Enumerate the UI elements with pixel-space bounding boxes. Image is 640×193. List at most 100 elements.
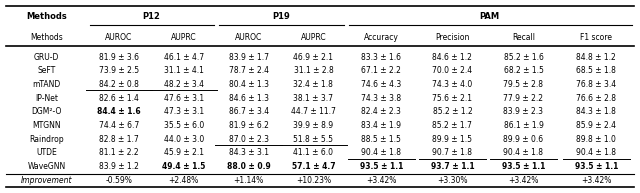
Text: 89.9 ± 0.6: 89.9 ± 0.6	[504, 135, 543, 144]
Text: 83.9 ± 2.3: 83.9 ± 2.3	[504, 107, 543, 116]
Text: 81.9 ± 6.2: 81.9 ± 6.2	[228, 121, 269, 130]
Text: PAM: PAM	[479, 12, 499, 21]
Text: 84.3 ± 1.8: 84.3 ± 1.8	[577, 107, 616, 116]
Text: 77.9 ± 2.2: 77.9 ± 2.2	[504, 94, 543, 103]
Text: Precision: Precision	[435, 33, 470, 42]
Text: 68.5 ± 1.8: 68.5 ± 1.8	[577, 66, 616, 75]
Text: 79.5 ± 2.8: 79.5 ± 2.8	[504, 80, 543, 89]
Text: 44.7 ± 11.7: 44.7 ± 11.7	[291, 107, 336, 116]
Text: 82.6 ± 1.4: 82.6 ± 1.4	[99, 94, 139, 103]
Text: SeFT: SeFT	[37, 66, 56, 75]
Text: GRU-D: GRU-D	[34, 52, 59, 62]
Text: 68.2 ± 1.5: 68.2 ± 1.5	[504, 66, 543, 75]
Text: 38.1 ± 3.7: 38.1 ± 3.7	[293, 94, 333, 103]
Text: 83.9 ± 1.2: 83.9 ± 1.2	[99, 162, 139, 171]
Text: 85.2 ± 1.2: 85.2 ± 1.2	[433, 107, 472, 116]
Text: 87.0 ± 2.3: 87.0 ± 2.3	[228, 135, 269, 144]
Text: 88.5 ± 1.5: 88.5 ± 1.5	[362, 135, 401, 144]
Text: 41.1 ± 6.0: 41.1 ± 6.0	[293, 148, 333, 157]
Text: 35.5 ± 6.0: 35.5 ± 6.0	[164, 121, 204, 130]
Text: 84.2 ± 0.8: 84.2 ± 0.8	[99, 80, 139, 89]
Text: UTDE: UTDE	[36, 148, 57, 157]
Text: Methods: Methods	[30, 33, 63, 42]
Text: 74.4 ± 6.7: 74.4 ± 6.7	[99, 121, 139, 130]
Text: 49.4 ± 1.5: 49.4 ± 1.5	[162, 162, 205, 171]
Text: 84.3 ± 3.1: 84.3 ± 3.1	[228, 148, 269, 157]
Text: IP-Net: IP-Net	[35, 94, 58, 103]
Text: AUROC: AUROC	[235, 33, 262, 42]
Text: 76.8 ± 3.4: 76.8 ± 3.4	[576, 80, 616, 89]
Text: +3.42%: +3.42%	[366, 176, 397, 185]
Text: +3.30%: +3.30%	[437, 176, 468, 185]
Text: 83.4 ± 1.9: 83.4 ± 1.9	[362, 121, 401, 130]
Text: 44.0 ± 3.0: 44.0 ± 3.0	[164, 135, 204, 144]
Text: AUPRC: AUPRC	[171, 33, 196, 42]
Text: +1.14%: +1.14%	[234, 176, 264, 185]
Text: Raindrop: Raindrop	[29, 135, 64, 144]
Text: 48.2 ± 3.4: 48.2 ± 3.4	[164, 80, 204, 89]
Text: -0.59%: -0.59%	[106, 176, 132, 185]
Text: 90.4 ± 1.8: 90.4 ± 1.8	[576, 148, 616, 157]
Text: 31.1 ± 4.1: 31.1 ± 4.1	[164, 66, 204, 75]
Text: Accuracy: Accuracy	[364, 33, 399, 42]
Text: MTGNN: MTGNN	[32, 121, 61, 130]
Text: DGM²-O: DGM²-O	[31, 107, 61, 116]
Text: 93.7 ± 1.1: 93.7 ± 1.1	[431, 162, 474, 171]
Text: 93.5 ± 1.1: 93.5 ± 1.1	[360, 162, 403, 171]
Text: 84.6 ± 1.2: 84.6 ± 1.2	[433, 52, 472, 62]
Text: 74.3 ± 4.0: 74.3 ± 4.0	[432, 80, 472, 89]
Text: 83.3 ± 1.6: 83.3 ± 1.6	[362, 52, 401, 62]
Text: 82.8 ± 1.7: 82.8 ± 1.7	[99, 135, 139, 144]
Text: 76.6 ± 2.8: 76.6 ± 2.8	[576, 94, 616, 103]
Text: 46.1 ± 4.7: 46.1 ± 4.7	[164, 52, 204, 62]
Text: 78.7 ± 2.4: 78.7 ± 2.4	[228, 66, 269, 75]
Text: 57.1 ± 4.7: 57.1 ± 4.7	[292, 162, 335, 171]
Text: 93.5 ± 1.1: 93.5 ± 1.1	[502, 162, 545, 171]
Text: 45.9 ± 2.1: 45.9 ± 2.1	[164, 148, 204, 157]
Text: P19: P19	[272, 12, 290, 21]
Text: Methods: Methods	[26, 12, 67, 21]
Text: 39.9 ± 8.9: 39.9 ± 8.9	[293, 121, 333, 130]
Text: 81.1 ± 2.2: 81.1 ± 2.2	[99, 148, 139, 157]
Text: 89.8 ± 1.0: 89.8 ± 1.0	[577, 135, 616, 144]
Text: 86.1 ± 1.9: 86.1 ± 1.9	[504, 121, 543, 130]
Text: F1 score: F1 score	[580, 33, 612, 42]
Text: AUPRC: AUPRC	[301, 33, 326, 42]
Text: Improvement: Improvement	[20, 176, 72, 185]
Text: 86.7 ± 3.4: 86.7 ± 3.4	[228, 107, 269, 116]
Text: 90.7 ± 1.8: 90.7 ± 1.8	[433, 148, 472, 157]
Text: 67.1 ± 2.2: 67.1 ± 2.2	[362, 66, 401, 75]
Text: WaveGNN: WaveGNN	[28, 162, 65, 171]
Text: 46.9 ± 2.1: 46.9 ± 2.1	[293, 52, 333, 62]
Text: 80.4 ± 1.3: 80.4 ± 1.3	[228, 80, 269, 89]
Text: 81.9 ± 3.6: 81.9 ± 3.6	[99, 52, 139, 62]
Text: 51.8 ± 5.5: 51.8 ± 5.5	[293, 135, 333, 144]
Text: 75.6 ± 2.1: 75.6 ± 2.1	[433, 94, 472, 103]
Text: +10.23%: +10.23%	[296, 176, 331, 185]
Text: 90.4 ± 1.8: 90.4 ± 1.8	[362, 148, 401, 157]
Text: 70.0 ± 2.4: 70.0 ± 2.4	[433, 66, 472, 75]
Text: 74.6 ± 4.3: 74.6 ± 4.3	[361, 80, 401, 89]
Text: +2.48%: +2.48%	[168, 176, 199, 185]
Text: AUROC: AUROC	[106, 33, 132, 42]
Text: 73.9 ± 2.5: 73.9 ± 2.5	[99, 66, 139, 75]
Text: Recall: Recall	[512, 33, 535, 42]
Text: +3.42%: +3.42%	[508, 176, 539, 185]
Text: 82.4 ± 2.3: 82.4 ± 2.3	[362, 107, 401, 116]
Text: 93.5 ± 1.1: 93.5 ± 1.1	[575, 162, 618, 171]
Text: 84.6 ± 1.3: 84.6 ± 1.3	[228, 94, 269, 103]
Text: 85.9 ± 2.4: 85.9 ± 2.4	[576, 121, 616, 130]
Text: P12: P12	[143, 12, 160, 21]
Text: 47.3 ± 3.1: 47.3 ± 3.1	[164, 107, 204, 116]
Text: +3.42%: +3.42%	[581, 176, 611, 185]
Text: 83.9 ± 1.7: 83.9 ± 1.7	[228, 52, 269, 62]
Text: 32.4 ± 1.8: 32.4 ± 1.8	[294, 80, 333, 89]
Text: 84.4 ± 1.6: 84.4 ± 1.6	[97, 107, 141, 116]
Text: 90.4 ± 1.8: 90.4 ± 1.8	[504, 148, 543, 157]
Text: 85.2 ± 1.6: 85.2 ± 1.6	[504, 52, 543, 62]
Text: mTAND: mTAND	[33, 80, 61, 89]
Text: 47.6 ± 3.1: 47.6 ± 3.1	[164, 94, 204, 103]
Text: 31.1 ± 2.8: 31.1 ± 2.8	[294, 66, 333, 75]
Text: 88.0 ± 0.9: 88.0 ± 0.9	[227, 162, 271, 171]
Text: 85.2 ± 1.7: 85.2 ± 1.7	[433, 121, 472, 130]
